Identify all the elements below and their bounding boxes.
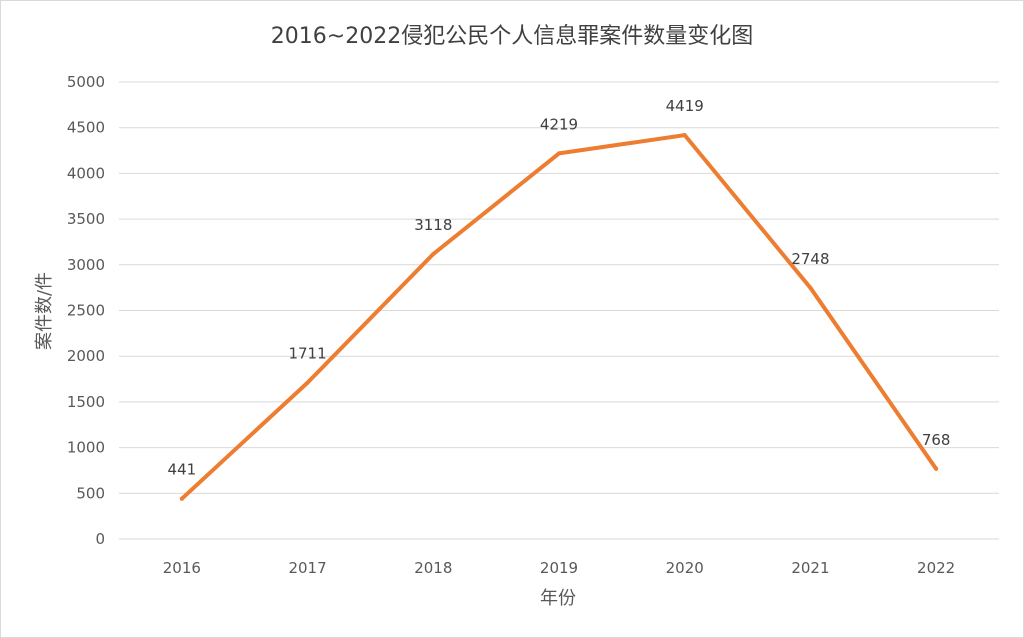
y-tick-label: 5000 [67, 73, 105, 91]
data-labels: 441 1711 3118 4219 4419 2748 768 [168, 97, 951, 479]
x-tick-label: 2018 [414, 559, 452, 577]
chart-title: 2016~2022侵犯公民个人信息罪案件数量变化图 [271, 24, 753, 49]
y-tick-label: 4500 [67, 119, 105, 137]
y-tick-label: 2500 [67, 302, 105, 320]
data-label: 441 [168, 461, 197, 479]
x-axis-title: 年份 [540, 588, 576, 609]
series-line [179, 133, 939, 501]
y-tick-label: 3000 [67, 256, 105, 274]
data-point [305, 380, 310, 385]
data-point [431, 252, 436, 257]
data-label: 2748 [791, 250, 829, 268]
x-tick-label: 2020 [666, 559, 704, 577]
y-axis-ticks: 0 500 1000 1500 2000 2500 3000 3500 4000 4500 5000 [67, 73, 105, 548]
data-label: 4219 [540, 115, 578, 133]
series [179, 133, 939, 501]
y-tick-label: 500 [76, 484, 105, 502]
y-axis-title: 案件数/件 [34, 272, 55, 350]
gridlines [119, 81, 999, 540]
data-point [179, 496, 184, 501]
x-tick-label: 2017 [288, 559, 326, 577]
y-tick-label: 4000 [67, 164, 105, 182]
x-tick-label: 2022 [917, 559, 955, 577]
x-axis-ticks: 2016 2017 2018 2019 2020 2021 2022 [163, 559, 955, 577]
x-tick-label: 2019 [540, 559, 578, 577]
x-tick-label: 2016 [163, 559, 201, 577]
data-label: 768 [922, 431, 951, 449]
y-tick-label: 0 [95, 530, 105, 548]
data-label: 3118 [414, 216, 452, 234]
y-tick-label: 2000 [67, 347, 105, 365]
y-tick-label: 1500 [67, 393, 105, 411]
y-tick-label: 3500 [67, 210, 105, 228]
x-tick-label: 2021 [791, 559, 829, 577]
data-point [934, 466, 939, 471]
data-label: 4419 [666, 97, 704, 115]
data-label: 1711 [288, 345, 326, 363]
data-point [808, 285, 813, 290]
y-tick-label: 1000 [67, 439, 105, 457]
data-point [557, 151, 561, 156]
data-point [682, 133, 687, 138]
